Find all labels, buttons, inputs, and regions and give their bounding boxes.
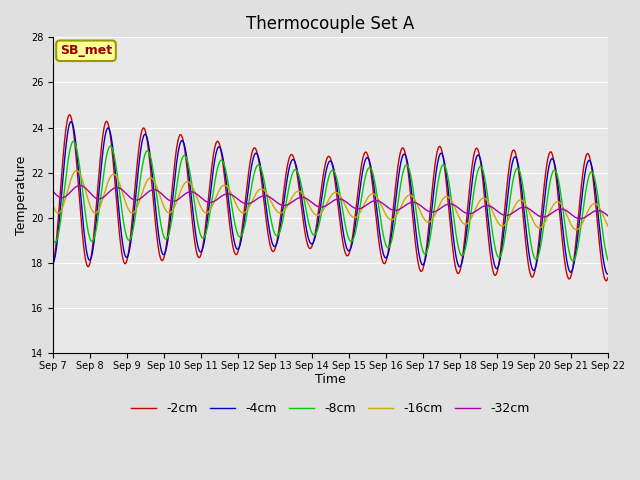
-8cm <box>604 257 612 263</box>
-16cm <box>113 174 120 180</box>
-2cm <box>286 153 294 159</box>
Line: -4cm: -4cm <box>53 121 608 274</box>
-2cm <box>145 156 153 161</box>
-32cm <box>145 188 153 194</box>
-2cm <box>593 218 601 224</box>
-4cm <box>262 203 270 209</box>
Text: SB_met: SB_met <box>60 44 112 57</box>
Line: -2cm: -2cm <box>53 115 608 281</box>
Line: -16cm: -16cm <box>53 170 608 230</box>
Title: Thermocouple Set A: Thermocouple Set A <box>246 15 415 33</box>
-32cm <box>49 188 57 194</box>
-8cm <box>145 151 153 156</box>
-2cm <box>534 250 541 256</box>
Y-axis label: Temperature: Temperature <box>15 156 28 235</box>
-2cm <box>113 198 120 204</box>
Line: -8cm: -8cm <box>53 142 608 261</box>
-16cm <box>262 190 270 195</box>
-4cm <box>534 256 541 262</box>
-16cm <box>604 223 612 229</box>
-16cm <box>73 168 81 173</box>
-2cm <box>49 263 57 269</box>
-8cm <box>594 191 602 196</box>
-16cm <box>145 175 153 181</box>
-4cm <box>604 271 612 277</box>
-4cm <box>49 260 57 265</box>
-8cm <box>113 166 120 172</box>
-8cm <box>70 139 77 144</box>
Legend: -2cm, -4cm, -8cm, -16cm, -32cm: -2cm, -4cm, -8cm, -16cm, -32cm <box>126 397 534 420</box>
-8cm <box>49 237 57 242</box>
-2cm <box>262 216 270 222</box>
-2cm <box>604 275 612 281</box>
-16cm <box>594 202 602 208</box>
-32cm <box>262 193 270 199</box>
-2cm <box>66 112 74 118</box>
Line: -32cm: -32cm <box>53 185 608 219</box>
-4cm <box>604 271 611 277</box>
-4cm <box>113 181 120 187</box>
-4cm <box>593 204 601 210</box>
-4cm <box>286 162 294 168</box>
-8cm <box>569 258 577 264</box>
-32cm <box>286 201 294 206</box>
-8cm <box>534 255 541 261</box>
-16cm <box>286 198 294 204</box>
-2cm <box>602 278 610 284</box>
-8cm <box>262 188 270 194</box>
-32cm <box>576 216 584 222</box>
-16cm <box>49 202 57 208</box>
-32cm <box>534 212 541 218</box>
-4cm <box>67 119 75 124</box>
-8cm <box>286 179 294 185</box>
-32cm <box>604 213 612 219</box>
X-axis label: Time: Time <box>315 373 346 386</box>
-32cm <box>76 182 84 188</box>
-16cm <box>573 227 580 233</box>
-16cm <box>534 224 541 230</box>
-32cm <box>113 185 120 191</box>
-32cm <box>594 208 602 214</box>
-4cm <box>145 147 153 153</box>
